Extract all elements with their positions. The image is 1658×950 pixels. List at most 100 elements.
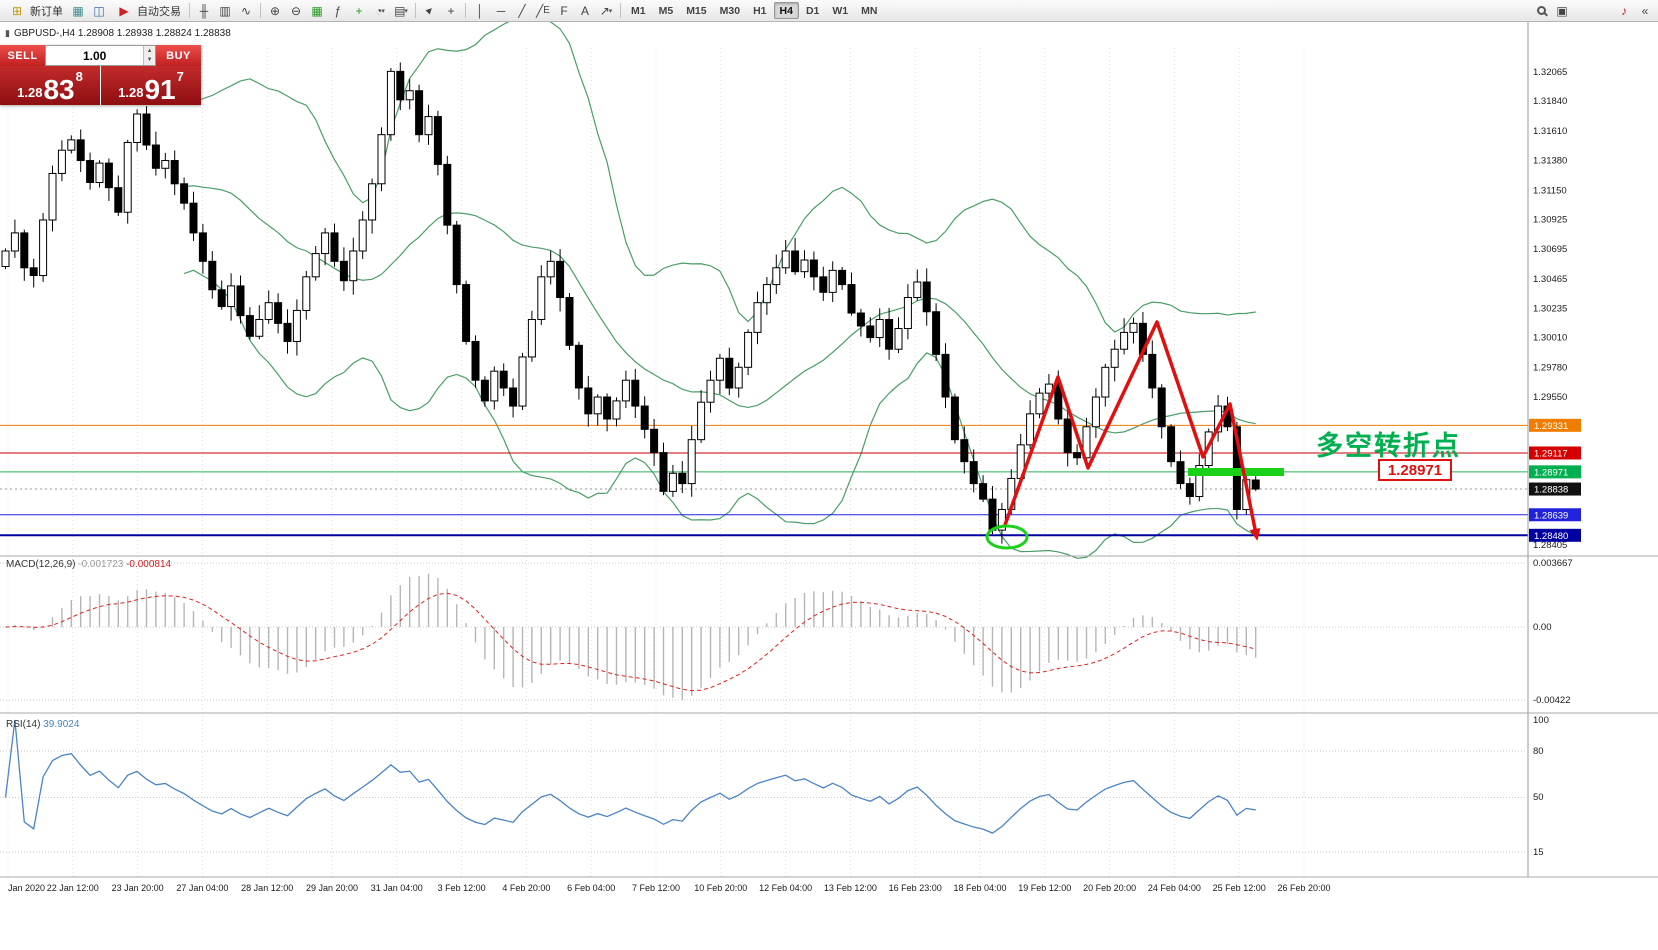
collapse-toolbar-icon[interactable]: « [1641, 3, 1649, 18]
crosshair-icon[interactable]: + [447, 3, 455, 18]
auto-trading-button[interactable]: ▶ 自动交易 [110, 2, 185, 20]
price-tag [1529, 418, 1581, 432]
svg-text:1.30695: 1.30695 [1533, 244, 1567, 255]
price-chart-canvas[interactable]: 1.32065 1.31840 1.31610 1.31380 1.31150 1.309… [0, 22, 1658, 950]
time-axis-label: 28 Jan 12:00 [241, 883, 293, 893]
magnifier-glyph [1536, 6, 1546, 15]
volume-stepper[interactable]: ▲ ▼ [143, 46, 155, 65]
cursor-icon[interactable]: ► [420, 2, 440, 20]
new-order-button[interactable]: ⊞ 新订单 [3, 2, 67, 20]
level-lines[interactable] [0, 424, 1528, 537]
candlestick-chart-icon[interactable]: ▥ [219, 3, 231, 18]
svg-text:1.31840: 1.31840 [1533, 96, 1567, 107]
svg-text:1.32065: 1.32065 [1533, 67, 1567, 78]
time-axis-label: 4 Feb 20:00 [502, 883, 550, 893]
sound-icon[interactable]: ♪ [1621, 3, 1627, 18]
timeframe-m15[interactable]: M15 [686, 4, 707, 17]
candles-layer [1, 62, 1260, 544]
macd-signal-value: -0.000814 [126, 559, 172, 570]
sell-price-prefix: 1.28 [17, 85, 43, 100]
circle-annotation [985, 524, 1029, 550]
svg-text:80: 80 [1533, 746, 1544, 757]
timeframe-d1[interactable]: D1 [805, 4, 820, 17]
search-icon[interactable] [1531, 2, 1551, 20]
rsi-panel: 100 80 50 15 [0, 715, 1549, 858]
zoom-out-icon[interactable]: ⊖ [290, 3, 302, 18]
sell-button[interactable]: SELL [0, 45, 45, 66]
support-bar-annotation [1188, 468, 1284, 476]
svg-text:1.31380: 1.31380 [1533, 156, 1567, 167]
svg-text:0.00: 0.00 [1533, 622, 1552, 633]
add-indicator-icon[interactable]: + [355, 3, 363, 18]
time-axis[interactable]: Jan 2020 22 Jan 12:00 23 Jan 20:00 27 Jan 0… [0, 555, 1658, 893]
price-level-flag[interactable]: 1.28971 [1378, 459, 1452, 481]
line-chart-icon[interactable]: ∿ [240, 3, 252, 18]
tile-windows-icon[interactable]: ▦ [311, 3, 323, 18]
chart-profile-icon[interactable]: ◫ [93, 3, 105, 18]
timeframe-h4[interactable]: H4 [773, 2, 799, 19]
volume-input[interactable] [46, 46, 144, 65]
zoom-in-icon[interactable]: ⊕ [269, 3, 281, 18]
timeframe-mn[interactable]: MN [861, 4, 878, 17]
time-axis-label: 29 Jan 20:00 [306, 883, 358, 893]
data-window-icon[interactable]: ▣ [1556, 3, 1568, 18]
time-axis-label: 20 Feb 20:00 [1083, 883, 1136, 893]
timeframe-m1[interactable]: M1 [631, 4, 646, 17]
macd-label: MACD(12,26,9) [6, 559, 76, 570]
toolbar-separator [465, 3, 466, 18]
timeframe-w1[interactable]: W1 [832, 4, 849, 17]
horizontal-line-icon[interactable]: ─ [496, 3, 506, 18]
timeframe-m5[interactable]: M5 [658, 4, 674, 17]
template-icon[interactable]: ▤ ▾ [394, 3, 408, 18]
time-axis-label: 31 Jan 04:00 [371, 883, 423, 893]
annotations-layer[interactable] [985, 320, 1284, 550]
time-axis-label: 24 Feb 04:00 [1148, 883, 1201, 893]
text-tool-icon[interactable]: A [580, 3, 589, 18]
time-axis-label: 3 Feb 12:00 [438, 883, 486, 893]
volume-box: ▲ ▼ [45, 45, 156, 66]
bar-chart-icon[interactable]: ╫ [199, 3, 209, 18]
toolbar: ⊞ 新订单 ▦ ◫ ▶ 自动交易 ╫ ▥ ∿ ⊕ ⊖ ▦ ƒ + ◔ ▾ ▤ ▾ ►… [0, 0, 1658, 22]
buy-price[interactable]: 1.28 91 7 [101, 66, 201, 105]
template-dropdown-icon: ▾ [404, 7, 408, 15]
time-axis-label: 23 Jan 20:00 [112, 883, 164, 893]
new-order-label: 新订单 [30, 5, 63, 18]
turning-point-annotation[interactable]: 多空转折点 [1316, 431, 1461, 461]
chart-area: 1.32065 1.31840 1.31610 1.31380 1.31150 1.309… [0, 22, 1658, 950]
arrow-tools-icon[interactable]: ↗ ▾ [599, 3, 613, 18]
symbol-header: ▮ GBPUSD-,H4 1.28908 1.28938 1.28824 1.2… [5, 28, 231, 39]
timeframe-m30[interactable]: M30 [719, 4, 741, 17]
time-axis-label: 12 Feb 04:00 [759, 883, 812, 893]
buy-price-prefix: 1.28 [118, 85, 144, 100]
time-axis-label: 18 Feb 04:00 [953, 883, 1006, 893]
svg-text:15: 15 [1533, 847, 1544, 858]
timeframe-h1[interactable]: H1 [753, 4, 767, 17]
indicator-list-icon[interactable]: ƒ [334, 3, 342, 18]
volume-up-icon[interactable]: ▲ [144, 46, 155, 56]
fibonacci-icon[interactable]: F [560, 3, 568, 18]
svg-text:1.28480: 1.28480 [1534, 531, 1568, 542]
vertical-line-icon[interactable]: │ [476, 3, 484, 18]
toolbar-separator [620, 3, 621, 18]
rsi-value: 39.9024 [43, 719, 80, 730]
chart-icon: ▮ [5, 28, 10, 38]
volume-down-icon[interactable]: ▼ [144, 55, 155, 65]
macd-panel: 0.003667 0.00 -0.00422 [0, 558, 1573, 706]
buy-button[interactable]: BUY [156, 45, 201, 66]
symbol-ohlc-text: GBPUSD-,H4 1.28908 1.28938 1.28824 1.288… [13, 28, 231, 39]
sell-price[interactable]: 1.28 83 8 [0, 66, 100, 105]
buy-price-sup: 7 [176, 69, 184, 84]
macd-indicator-title: MACD(12,26,9) -0.001723 -0.000814 [6, 559, 171, 570]
one-click-trade-panel: SELL ▲ ▼ BUY 1.28 83 8 1.28 91 7 [0, 45, 201, 105]
svg-text:-0.00422: -0.00422 [1533, 695, 1571, 706]
price-tag [1529, 528, 1581, 542]
charts-grid-icon[interactable]: ▦ [72, 3, 84, 18]
time-axis-label: 27 Jan 04:00 [176, 883, 228, 893]
periods-icon[interactable]: ◔ ▾ [375, 3, 385, 18]
equidistant-channel-icon[interactable]: ╱ E [536, 3, 550, 18]
time-axis-label: 6 Feb 04:00 [567, 883, 615, 893]
zigzag-annotation [1003, 320, 1258, 536]
svg-text:1.28639: 1.28639 [1534, 510, 1568, 521]
trendline-icon[interactable]: ╱ [518, 3, 526, 18]
svg-text:1.29780: 1.29780 [1533, 362, 1567, 373]
